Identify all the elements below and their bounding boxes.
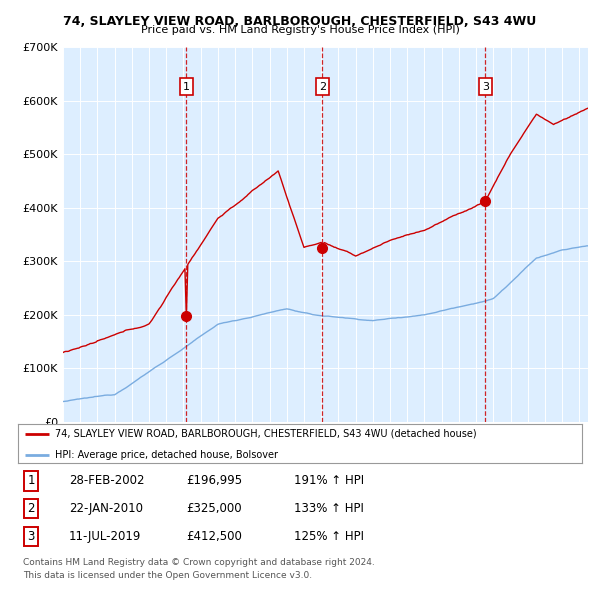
Text: This data is licensed under the Open Government Licence v3.0.: This data is licensed under the Open Gov… <box>23 571 312 580</box>
Text: Price paid vs. HM Land Registry's House Price Index (HPI): Price paid vs. HM Land Registry's House … <box>140 25 460 35</box>
Text: Contains HM Land Registry data © Crown copyright and database right 2024.: Contains HM Land Registry data © Crown c… <box>23 558 374 566</box>
Text: 11-JUL-2019: 11-JUL-2019 <box>69 530 142 543</box>
Text: 1: 1 <box>183 81 190 91</box>
Text: 22-JAN-2010: 22-JAN-2010 <box>69 502 143 515</box>
Text: 191% ↑ HPI: 191% ↑ HPI <box>294 474 364 487</box>
Text: 133% ↑ HPI: 133% ↑ HPI <box>294 502 364 515</box>
Text: 74, SLAYLEY VIEW ROAD, BARLBOROUGH, CHESTERFIELD, S43 4WU: 74, SLAYLEY VIEW ROAD, BARLBOROUGH, CHES… <box>64 15 536 28</box>
Text: 2: 2 <box>319 81 326 91</box>
Text: 3: 3 <box>28 530 35 543</box>
Text: 3: 3 <box>482 81 489 91</box>
Text: £196,995: £196,995 <box>186 474 242 487</box>
Text: £325,000: £325,000 <box>186 502 242 515</box>
Text: 74, SLAYLEY VIEW ROAD, BARLBOROUGH, CHESTERFIELD, S43 4WU (detached house): 74, SLAYLEY VIEW ROAD, BARLBOROUGH, CHES… <box>55 429 476 439</box>
Text: 125% ↑ HPI: 125% ↑ HPI <box>294 530 364 543</box>
Text: 28-FEB-2002: 28-FEB-2002 <box>69 474 145 487</box>
Text: 2: 2 <box>28 502 35 515</box>
Text: £412,500: £412,500 <box>186 530 242 543</box>
Text: 1: 1 <box>28 474 35 487</box>
Text: HPI: Average price, detached house, Bolsover: HPI: Average price, detached house, Bols… <box>55 450 278 460</box>
